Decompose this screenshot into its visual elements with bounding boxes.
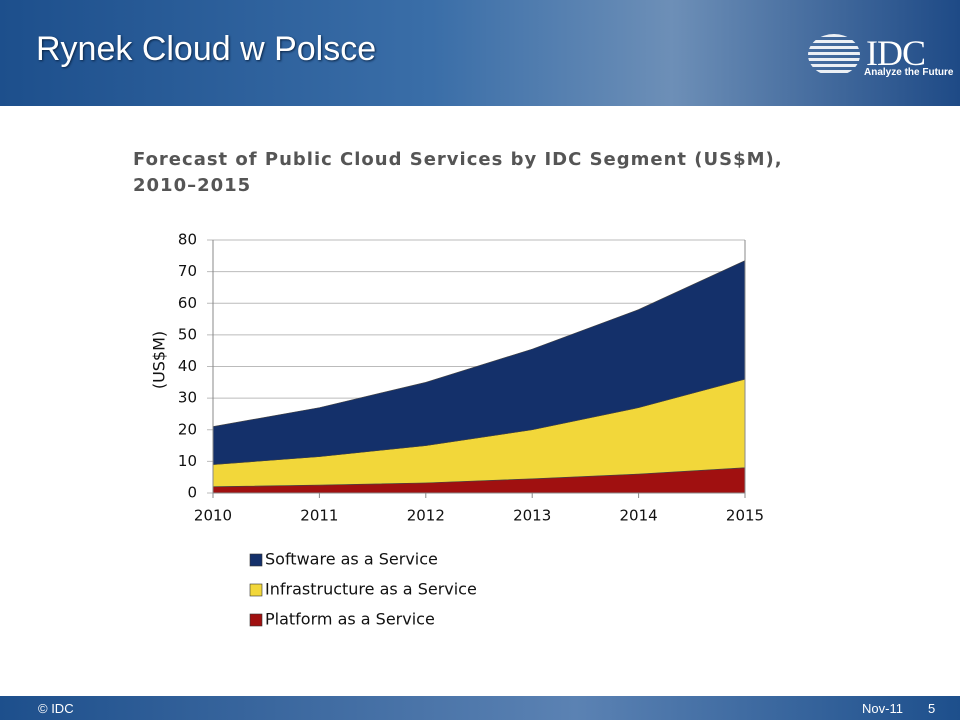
- legend-swatch: [249, 583, 263, 597]
- chart-subtitle: 2010–2015: [133, 175, 251, 196]
- logo-tagline: Analyze the Future: [864, 67, 954, 78]
- y-tick-label: 30: [178, 389, 197, 407]
- footer-bar: [0, 696, 960, 720]
- x-tick-label: 2015: [726, 507, 764, 525]
- y-tick-label: 20: [178, 420, 197, 438]
- logo-globe: [808, 34, 860, 76]
- y-tick-label: 0: [187, 484, 197, 502]
- x-tick-label: 2013: [513, 507, 551, 525]
- x-tick-label: 2012: [407, 507, 445, 525]
- date: Nov-11: [862, 701, 903, 716]
- y-tick-label: 10: [178, 452, 197, 470]
- chart: Forecast of Public Cloud Services by IDC…: [133, 149, 783, 629]
- legend-label: Infrastructure as a Service: [265, 580, 477, 599]
- y-tick-label: 50: [178, 325, 197, 343]
- y-tick-label: 80: [178, 231, 197, 249]
- y-tick-label: 70: [178, 262, 197, 280]
- slide-title: Rynek Cloud w Polsce: [36, 30, 377, 68]
- logo-text: IDC: [866, 33, 926, 73]
- header-bar: [0, 0, 960, 106]
- y-tick-label: 40: [178, 357, 197, 375]
- chart-title: Forecast of Public Cloud Services by IDC…: [133, 149, 783, 170]
- copyright: © IDC: [38, 701, 74, 716]
- x-tick-label: 2010: [194, 507, 232, 525]
- y-tick-label: 60: [178, 294, 197, 312]
- page-number: 5: [928, 701, 936, 716]
- legend-label: Software as a Service: [265, 550, 438, 569]
- y-axis-label: (US$M): [150, 331, 169, 389]
- x-tick-label: 2011: [300, 507, 338, 525]
- legend-swatch: [249, 613, 263, 627]
- legend-swatch: [249, 553, 263, 567]
- legend-label: Platform as a Service: [265, 610, 435, 629]
- x-tick-label: 2014: [620, 507, 658, 525]
